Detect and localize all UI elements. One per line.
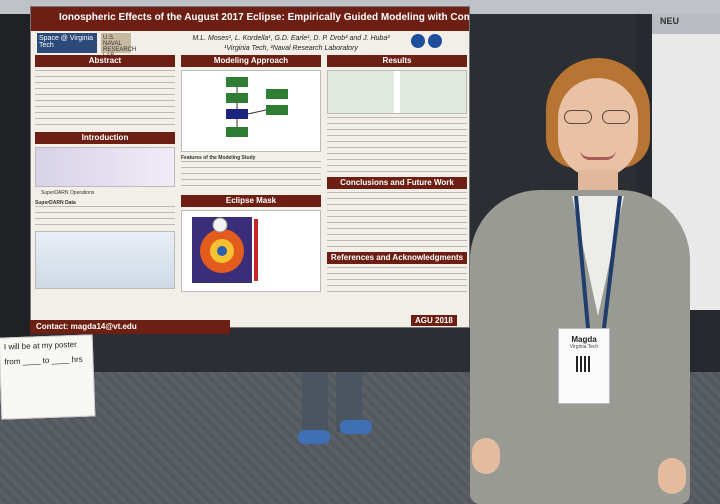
poster-schedule-note: I will be at my poster from ____ to ____… bbox=[0, 334, 96, 420]
abstract-text-block bbox=[35, 70, 175, 126]
poster-contact: Contact: magda14@vt.edu bbox=[30, 320, 230, 334]
modeling-approach-heading: Modeling Approach bbox=[181, 55, 321, 67]
superdarn-text-block bbox=[35, 206, 175, 228]
adjacent-poster-strip bbox=[652, 10, 720, 34]
results-figures bbox=[327, 70, 467, 114]
sponsor-logos bbox=[411, 33, 467, 53]
adjacent-poster-label: NEU bbox=[660, 16, 680, 26]
vt-logo: Space @ Virginia Tech bbox=[37, 33, 97, 53]
mask-colorbar bbox=[254, 219, 258, 281]
modeling-flow-diagram bbox=[181, 70, 321, 152]
glasses-lens-left bbox=[564, 110, 592, 124]
mask-inset bbox=[212, 217, 228, 233]
poster-title-bar bbox=[31, 7, 469, 31]
lanyard bbox=[574, 196, 622, 329]
eclipse-mask-heading: Eclipse Mask bbox=[181, 195, 321, 207]
visitor-shoe-right bbox=[340, 420, 372, 434]
qr-code-icon bbox=[576, 356, 592, 372]
presenter-hand-right bbox=[658, 458, 686, 494]
note-line-2: from ____ to ____ hrs bbox=[4, 354, 83, 367]
superdarn-data-label: SuperDARN Data bbox=[35, 200, 76, 206]
intro-figure bbox=[35, 147, 175, 187]
lanyard-strap-left bbox=[574, 196, 590, 329]
features-heading: Features of the Modeling Study bbox=[181, 155, 256, 161]
conclusions-heading: Conclusions and Future Work bbox=[327, 177, 467, 189]
eclipse-mask-figure bbox=[181, 210, 321, 292]
results-text-block bbox=[327, 117, 467, 173]
poster-column-1: Abstract Introduction SuperDARN Operatio… bbox=[35, 55, 175, 325]
results-heading: Results bbox=[327, 55, 467, 67]
nrl-logo: U.S. NAVAL RESEARCH LAB bbox=[101, 33, 137, 59]
conclusions-text-block bbox=[327, 192, 467, 248]
presenter: Magda Virginia Tech bbox=[460, 58, 690, 504]
flow-box-2 bbox=[226, 93, 248, 103]
presenter-face bbox=[558, 78, 638, 178]
conference-tag: AGU 2018 bbox=[411, 315, 457, 326]
badge-name: Magda bbox=[571, 335, 597, 344]
flow-arrow-4 bbox=[247, 109, 267, 115]
glasses-icon bbox=[564, 110, 632, 126]
visitor-leg-left bbox=[302, 372, 328, 432]
poster-affiliations: ¹Virginia Tech, ²Naval Research Laborato… bbox=[224, 45, 358, 52]
glasses-lens-right bbox=[602, 110, 630, 124]
intro-subhead: SuperDARN Operations bbox=[41, 190, 95, 196]
flow-box-4 bbox=[226, 127, 248, 137]
lanyard-strap-right bbox=[602, 196, 622, 329]
flow-box-3 bbox=[226, 109, 248, 119]
features-text-block bbox=[181, 161, 321, 191]
mask-core bbox=[217, 246, 227, 256]
nasa-logo bbox=[428, 34, 442, 48]
poster-authors: M.L. Moses¹, L. Kordella¹, G.D. Earle¹, … bbox=[192, 35, 390, 42]
visitor-shoe-left bbox=[298, 430, 330, 444]
note-line-1: I will be at my poster bbox=[3, 339, 77, 352]
nsf-logo bbox=[411, 34, 425, 48]
presenter-smile bbox=[580, 150, 616, 160]
superdarn-figures bbox=[35, 231, 175, 289]
flow-box-1 bbox=[226, 77, 248, 87]
poster-column-2: Modeling Approach Features of the Modeli… bbox=[181, 55, 321, 325]
research-poster: Ionospheric Effects of the August 2017 E… bbox=[30, 6, 470, 328]
name-badge: Magda Virginia Tech bbox=[558, 328, 610, 404]
visitor-legs bbox=[290, 372, 380, 462]
badge-subtitle: Virginia Tech bbox=[569, 344, 599, 350]
poster-column-3: Results Conclusions and Future Work Refe… bbox=[327, 55, 467, 325]
eclipse-mask-svg bbox=[192, 217, 258, 283]
presenter-hand-left bbox=[472, 438, 500, 474]
introduction-heading: Introduction bbox=[35, 132, 175, 144]
abstract-heading: Abstract bbox=[35, 55, 175, 67]
flow-box-6 bbox=[266, 105, 288, 115]
flow-diagram-svg bbox=[226, 77, 288, 137]
poster-title: Ionospheric Effects of the August 2017 E… bbox=[59, 12, 469, 23]
references-heading: References and Acknowledgments bbox=[327, 252, 467, 264]
flow-box-5 bbox=[266, 89, 288, 99]
references-text-block bbox=[327, 267, 467, 293]
